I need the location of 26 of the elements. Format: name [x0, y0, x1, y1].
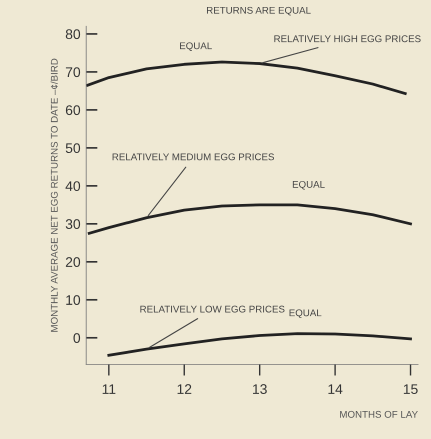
- y-tick-label: 80: [66, 29, 80, 40]
- annotation: EQUAL: [292, 180, 325, 190]
- y-tick-label: 60: [66, 105, 80, 116]
- y-tick-label: 70: [66, 67, 80, 78]
- y-tick-label: 10: [66, 295, 80, 305]
- line-series: [88, 203, 412, 235]
- text: RELATIVELY LOW EGG PRICES: [140, 306, 284, 313]
- y-axis-title: MONTHLY AVERAGE NET EGG RETURNS TO DATE –¢/BIRD: [50, 58, 58, 332]
- annotation: EQUAL: [290, 309, 322, 318]
- x-tick-label: 13: [253, 384, 267, 394]
- annotation: EQUAL: [180, 42, 212, 51]
- x-axis-title: MONTHS OF LAY: [340, 410, 418, 418]
- y-tick-label: 40: [66, 181, 80, 192]
- y-tick-label: 0: [73, 333, 80, 343]
- y-tick-label: 50: [66, 143, 80, 154]
- y-tick-label: 20: [66, 257, 80, 267]
- x-tick-label: 15: [404, 384, 418, 394]
- line-series: [107, 332, 412, 357]
- x-tick-label: 11: [102, 384, 116, 394]
- x-tick-label: 14: [328, 384, 342, 394]
- x-tick-label: 12: [178, 384, 192, 394]
- text: RELATIVELY MEDIUM EGG PRICES: [112, 153, 274, 160]
- chart-title: RETURNS ARE EQUAL: [206, 6, 311, 16]
- line-series: [86, 60, 407, 95]
- text: RELATIVELY HIGH EGG PRICES: [274, 35, 421, 42]
- y-tick-label: 30: [66, 219, 80, 230]
